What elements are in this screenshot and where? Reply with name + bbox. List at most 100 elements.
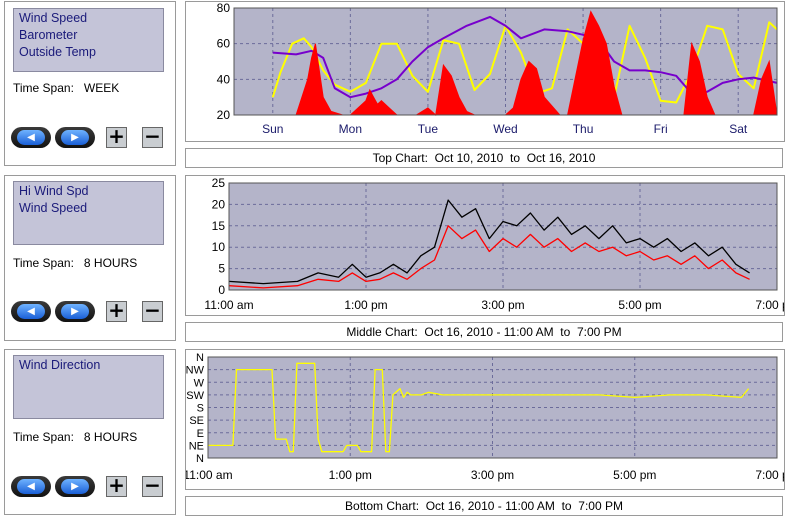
caption-to: 7:00 PM — [576, 325, 622, 339]
caption-to-word: to — [560, 325, 571, 339]
time-span-label: Time Span: — [13, 256, 74, 270]
plus-icon: + — [108, 473, 125, 497]
x-tick-label: 5:00 pm — [613, 468, 656, 482]
caption-to-word: to — [561, 499, 572, 513]
y-tick-label: 80 — [217, 2, 231, 15]
x-tick-label: Wed — [493, 122, 517, 136]
top-prev-button[interactable]: ◀ — [11, 127, 51, 148]
legend-item: Hi Wind Spd — [19, 184, 89, 198]
bottom-time-span: Time Span: 8 HOURS — [13, 430, 137, 444]
left-arrow-icon: ◀ — [27, 131, 35, 143]
x-tick-label: 3:00 pm — [481, 298, 524, 312]
x-tick-label: 11:00 am — [186, 468, 233, 482]
caption-name: Bottom Chart: — [345, 499, 420, 513]
series-area-wind-speed — [272, 10, 778, 116]
top-next-button[interactable]: ▶ — [55, 127, 95, 148]
x-tick-label: Thu — [573, 122, 594, 136]
x-tick-label: 5:00 pm — [618, 298, 661, 312]
y-tick-label: 0 — [218, 283, 225, 297]
series-line-wind-direction — [208, 362, 750, 453]
plus-icon: + — [108, 298, 125, 322]
top-chart-caption: Top Chart: Oct 10, 2010 to Oct 16, 2010 — [185, 148, 783, 168]
right-arrow-icon: ▶ — [71, 131, 79, 143]
caption-to: Oct 16, 2010 — [526, 151, 596, 165]
bottom-prev-button[interactable]: ◀ — [11, 476, 51, 497]
caption-name: Top Chart: — [372, 151, 428, 165]
top-chart[interactable]: 20 40 60 80 Sun Mon Tue Wed Thu Fri Sat — [185, 1, 785, 142]
time-span-value: 8 HOURS — [83, 256, 138, 270]
plot-border — [228, 182, 778, 291]
caption-to-word: to — [510, 151, 521, 165]
middle-chart-caption: Middle Chart: Oct 16, 2010 - 11:00 AM to… — [185, 322, 783, 342]
y-tick-label: 25 — [212, 176, 226, 190]
bottom-zoom-in-button[interactable]: + — [106, 473, 127, 497]
top-time-span: Time Span: WEEK — [13, 81, 119, 95]
time-span-value: WEEK — [83, 81, 120, 95]
right-arrow-icon: ▶ — [71, 305, 79, 317]
y-tick-label: SW — [186, 390, 204, 402]
bottom-chart[interactable]: N NE E SE S SW W NW N 11:00 am 1:00 pm 3:00 pm 5:00 … — [183, 349, 787, 490]
middle-next-button[interactable]: ▶ — [55, 301, 95, 322]
y-tick-label: 20 — [217, 108, 231, 122]
x-tick-label: Mon — [339, 122, 362, 136]
plot-border — [207, 356, 778, 459]
middle-chart[interactable]: 0 5 10 15 20 25 11:00 am 1:00 pm 3:00 pm 5:00 pm 7… — [185, 175, 787, 316]
y-tick-label: 20 — [212, 197, 226, 211]
y-tick-label: E — [197, 428, 204, 440]
legend-item: Outside Temp — [19, 45, 96, 59]
middle-time-span: Time Span: 8 HOURS — [13, 256, 137, 270]
y-tick-label: 40 — [217, 72, 231, 86]
y-tick-label: W — [194, 377, 205, 389]
top-chart-svg: 20 40 60 80 Sun Mon Tue Wed Thu Fri Sat — [217, 1, 778, 136]
x-tick-label: 11:00 am — [204, 298, 253, 312]
y-tick-label: 60 — [217, 37, 231, 51]
caption-from: Oct 10, 2010 — [434, 151, 504, 165]
caption-to: 7:00 PM — [578, 499, 623, 513]
bottom-series-legend: Wind Direction — [13, 355, 164, 419]
x-tick-label: 1:00 pm — [329, 468, 372, 482]
series-line-hi-wind-spd — [228, 199, 750, 285]
x-tick-label: Sun — [262, 122, 283, 136]
top-zoom-in-button[interactable]: + — [106, 124, 127, 148]
y-tick-label: NE — [189, 440, 204, 452]
x-tick-label: 1:00 pm — [344, 298, 387, 312]
bottom-chart-caption: Bottom Chart: Oct 16, 2010 - 11:00 AM to… — [185, 496, 783, 516]
top-zoom-out-button[interactable]: − — [142, 124, 163, 148]
y-tick-label: 10 — [212, 240, 226, 254]
minus-icon: − — [144, 124, 161, 148]
legend-item: Wind Speed — [19, 201, 88, 215]
y-tick-label: S — [197, 403, 204, 415]
middle-zoom-out-button[interactable]: − — [142, 298, 163, 322]
caption-from: Oct 16, 2010 - 11:00 AM — [424, 325, 554, 339]
left-arrow-icon: ◀ — [27, 305, 35, 317]
middle-series-legend: Hi Wind Spd Wind Speed — [13, 181, 164, 245]
legend-item: Wind Speed — [19, 11, 88, 25]
y-tick-label: 15 — [212, 219, 226, 233]
minus-icon: − — [144, 298, 161, 322]
x-tick-label: 7:00 pm — [755, 468, 784, 482]
plot-area — [229, 183, 777, 290]
x-tick-label: Tue — [418, 122, 439, 136]
y-tick-label: N — [196, 352, 204, 364]
x-tick-label: 7:00 pm — [755, 298, 784, 312]
middle-chart-svg: 0 5 10 15 20 25 11:00 am 1:00 pm 3:00 pm 5:00 pm 7… — [204, 176, 787, 312]
right-arrow-icon: ▶ — [71, 480, 79, 492]
bottom-next-button[interactable]: ▶ — [55, 476, 95, 497]
left-arrow-icon: ◀ — [27, 480, 35, 492]
minus-icon: − — [144, 473, 161, 497]
x-tick-label: 3:00 pm — [471, 468, 514, 482]
caption-name: Middle Chart: — [346, 325, 418, 339]
plus-icon: + — [108, 124, 125, 148]
bottom-zoom-out-button[interactable]: − — [142, 473, 163, 497]
y-tick-label: N — [196, 453, 204, 465]
middle-prev-button[interactable]: ◀ — [11, 301, 51, 322]
middle-zoom-in-button[interactable]: + — [106, 298, 127, 322]
legend-item: Wind Direction — [19, 358, 101, 372]
legend-item: Barometer — [19, 28, 78, 42]
time-span-label: Time Span: — [13, 430, 74, 444]
y-tick-label: NW — [186, 365, 205, 377]
x-tick-label: Sat — [729, 122, 748, 136]
plot-border — [233, 7, 778, 116]
time-span-label: Time Span: — [13, 81, 74, 95]
